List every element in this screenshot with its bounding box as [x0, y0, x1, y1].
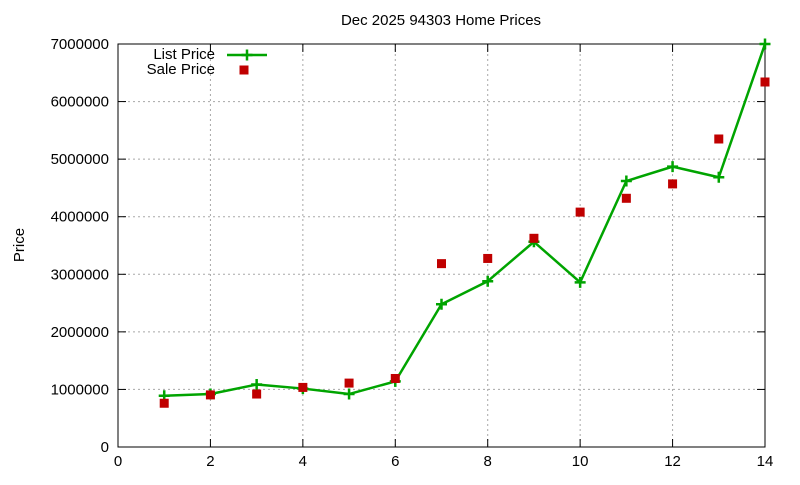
data-point-sale-price	[344, 378, 354, 388]
series-line-list-price	[164, 43, 767, 398]
legend-item-sale-price: Sale Price	[147, 61, 249, 78]
x-tick-label: 2	[206, 453, 214, 470]
x-tick-label: 12	[664, 453, 681, 470]
y-tick-label: 2000000	[51, 324, 109, 341]
y-tick-label: 6000000	[51, 94, 109, 111]
y-tick-label: 5000000	[51, 151, 109, 168]
legend-plus-marker-icon	[241, 49, 253, 61]
y-tick-label: 4000000	[51, 209, 109, 226]
x-tick-label: 10	[572, 453, 589, 470]
data-point-sale-price	[159, 398, 169, 408]
series-list-price	[158, 38, 771, 402]
series-layer	[158, 38, 771, 408]
x-tick-label: 4	[299, 453, 307, 470]
data-point-sale-price	[529, 233, 539, 243]
data-point-sale-price	[621, 193, 631, 203]
data-point-sale-price	[760, 77, 770, 87]
chart-title: Dec 2025 94303 Home Prices	[341, 12, 541, 29]
y-tick-label: 7000000	[51, 36, 109, 53]
data-point-sale-price	[714, 134, 724, 144]
data-point-list-price	[482, 275, 494, 287]
data-point-sale-price	[483, 253, 493, 263]
x-tick-label: 14	[757, 453, 774, 470]
x-tick-label: 0	[114, 453, 122, 470]
legend-item-list-price: List Price	[153, 46, 267, 63]
axis-layer: 0 2 4 6 8 10 12 14 0 1000000 2000000 3000000 4000000…	[51, 36, 774, 470]
data-point-list-price	[713, 171, 725, 183]
data-point-sale-price	[575, 207, 585, 217]
data-point-list-price	[620, 175, 632, 187]
data-point-list-price	[343, 388, 355, 400]
data-point-list-price	[759, 38, 771, 50]
plot-border	[117, 43, 766, 448]
y-tick-label: 3000000	[51, 266, 109, 283]
data-point-sale-price	[437, 259, 446, 269]
data-point-list-price	[251, 379, 263, 391]
legend-label-list-price: List Price	[153, 46, 215, 63]
legend-label-sale-price: Sale Price	[147, 61, 215, 78]
y-axis-label: Price	[11, 228, 28, 262]
data-point-sale-price	[668, 179, 678, 189]
x-tick-label: 8	[484, 453, 492, 470]
y-tick-label: 0	[101, 439, 109, 456]
grid-layer	[118, 44, 765, 447]
data-point-sale-price	[252, 389, 262, 399]
data-point-list-price	[574, 276, 586, 288]
data-point-list-price	[667, 161, 679, 173]
series-sale-price	[159, 77, 770, 408]
data-point-sale-price	[298, 382, 308, 392]
legend-square-marker-icon	[239, 65, 249, 75]
y-tick-label: 1000000	[51, 381, 109, 398]
x-tick-label: 6	[391, 453, 399, 470]
data-point-sale-price	[205, 390, 215, 400]
data-point-list-price	[436, 298, 447, 310]
data-point-sale-price	[390, 373, 400, 383]
